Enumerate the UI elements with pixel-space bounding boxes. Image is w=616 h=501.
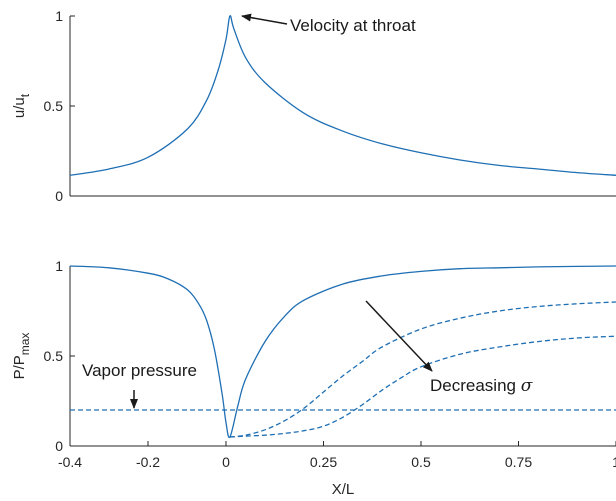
bottom-y-tick-label: 1 — [55, 258, 63, 274]
bottom-x-tick-label: 0.75 — [505, 454, 532, 470]
pressure-panel: 0 0.5 1 -0.4 -0.2 0 0.25 0.5 0.75 1 P/Pmax X/L V… — [11, 258, 616, 498]
cavitating-pressure-curve-2 — [229, 335, 616, 438]
decreasing-sigma-arrow — [365, 300, 433, 372]
bottom-x-tick-label: 0.25 — [310, 454, 337, 470]
bottom-x-tick-label: -0.4 — [58, 454, 82, 470]
top-series-group — [69, 15, 616, 176]
bottom-y-tick-label: 0.5 — [44, 348, 64, 364]
velocity-curve — [69, 15, 616, 176]
bottom-x-tick-label: 1 — [612, 454, 616, 470]
top-annotations: Velocity at throat — [241, 13, 416, 35]
bottom-annotations: Vapor pressure Decreasing σ — [82, 300, 533, 409]
top-y-tick-label: 0.5 — [44, 98, 64, 114]
pressure-curve — [69, 265, 616, 439]
vapor-pressure-annotation: Vapor pressure — [82, 361, 197, 380]
decreasing-sigma-annotation: Decreasing σ — [430, 376, 533, 396]
bottom-series-group — [69, 265, 616, 439]
bottom-x-axis-label: X/L — [332, 481, 355, 498]
top-y-axis-label: u/ut — [11, 93, 32, 118]
top-y-tick-label: 0 — [55, 188, 63, 204]
velocity-arrow — [241, 13, 288, 25]
bottom-x-tick-label: 0.5 — [411, 454, 431, 470]
bottom-x-tick-label: 0 — [222, 454, 230, 470]
bottom-x-tick-label: -0.2 — [136, 454, 160, 470]
bottom-y-axis-label: P/Pmax — [11, 333, 32, 380]
cavitating-pressure-curve-1 — [229, 301, 616, 438]
bottom-y-tick-label: 0 — [55, 438, 63, 454]
top-y-tick-label: 1 — [55, 8, 63, 24]
velocity-panel: 00.51 u/ut Velocity at throat — [11, 8, 616, 204]
bottom-x-ticks: -0.4 -0.2 0 0.25 0.5 0.75 1 — [58, 441, 616, 470]
velocity-annotation: Velocity at throat — [290, 16, 416, 35]
top-y-ticks: 00.51 — [44, 8, 75, 204]
